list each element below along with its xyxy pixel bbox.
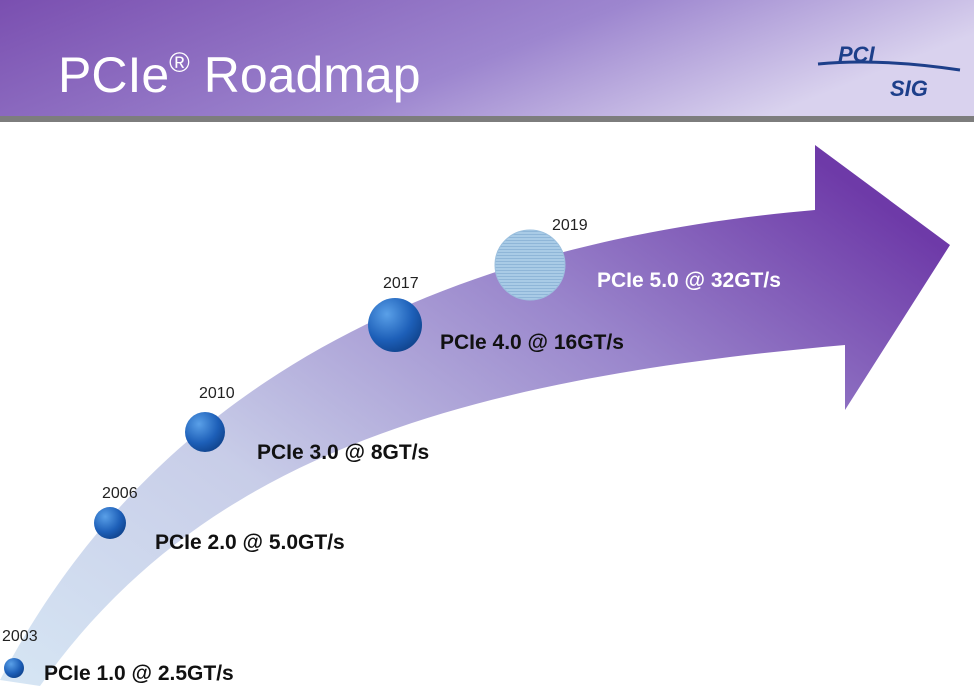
milestone-year: 2019 <box>552 217 588 234</box>
milestone-year: 2006 <box>102 485 138 502</box>
milestone-dot <box>94 507 126 539</box>
milestone-dot <box>368 298 422 352</box>
milestone-label: PCIe 5.0 @ 32GT/s <box>597 269 781 292</box>
milestone-label: PCIe 3.0 @ 8GT/s <box>257 441 429 464</box>
logo-top: PCI <box>838 42 876 67</box>
milestone-year: 2010 <box>199 385 235 402</box>
title-mark: ® <box>169 47 190 78</box>
milestone-label: PCIe 1.0 @ 2.5GT/s <box>44 662 234 685</box>
milestone-year: 2017 <box>383 275 419 292</box>
milestone-label: PCIe 2.0 @ 5.0GT/s <box>155 531 345 554</box>
title: PCIe® Roadmap <box>58 47 421 103</box>
logo: PCI SIG <box>817 42 961 101</box>
title-space <box>190 47 204 103</box>
header-bar <box>0 0 974 116</box>
logo-swoosh <box>817 60 961 72</box>
milestone-label: PCIe 4.0 @ 16GT/s <box>440 331 624 354</box>
logo-bottom: SIG <box>890 76 928 101</box>
roadmap-arrow <box>0 145 950 686</box>
milestone-year: 2003 <box>2 628 38 645</box>
milestone-dot <box>494 229 566 301</box>
title-brand: PCIe <box>58 47 169 103</box>
milestone-dot <box>4 658 24 678</box>
title-text: Roadmap <box>204 47 421 103</box>
header-rule <box>0 116 974 122</box>
milestone-dot <box>185 412 225 452</box>
